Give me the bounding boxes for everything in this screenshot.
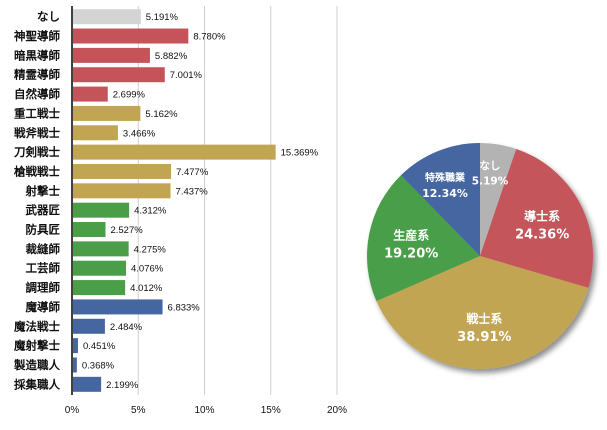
bar (73, 202, 130, 218)
bar (73, 241, 129, 257)
category-label: 射撃士 (25, 184, 61, 198)
value-label: 8.780% (193, 32, 226, 43)
value-label: 0.451% (83, 341, 116, 352)
value-label: 7.477% (176, 167, 209, 178)
pie-slice (366, 175, 480, 302)
x-tick-label: 0% (65, 405, 80, 416)
bar (73, 105, 141, 121)
category-label: 暗黒導師 (14, 48, 60, 62)
category-label: 魔射撃士 (14, 339, 60, 353)
category-label: 工芸師 (26, 261, 61, 275)
category-label: 防具匠 (26, 223, 61, 237)
value-label: 3.466% (123, 128, 156, 139)
category-label: 自然導師 (14, 87, 60, 101)
bar (73, 28, 189, 44)
bar (73, 338, 78, 354)
category-label: 槍戦戦士 (14, 164, 60, 178)
value-label: 4.312% (134, 206, 167, 217)
category-label: 製造職人 (13, 358, 60, 372)
value-label: 6.833% (168, 302, 201, 313)
value-label: 7.437% (176, 186, 209, 197)
category-label: 魔法戦士 (14, 319, 60, 333)
value-label: 5.162% (145, 109, 178, 120)
bar-chart: なし神聖導師暗黒導師精霊導師自然導師重工戦士戦斧戦士刀剣戦士槍戦戦士射撃士武器匠… (13, 6, 347, 416)
category-label: 魔導師 (26, 300, 61, 314)
pie-slice-name: なし (480, 160, 501, 172)
x-tick-label: 15% (261, 405, 281, 416)
bar (73, 318, 105, 334)
bars (73, 9, 276, 392)
pie-slice-percent: 38.91% (457, 330, 511, 345)
bar (73, 376, 102, 392)
value-labels: 5.191% 8.780% 5.882% 7.001% 2.699% 5.162% 3.46… (82, 12, 319, 391)
value-label: 2.199% (106, 380, 139, 391)
value-label: 4.275% (134, 244, 167, 255)
pie-slice-name: 生産系 (393, 228, 429, 243)
category-label: 戦斧戦士 (14, 126, 60, 140)
pie-slice-percent: 12.34% (422, 187, 468, 200)
bar (73, 222, 106, 238)
category-label: 裁縫師 (26, 242, 61, 256)
x-tick-label: 5% (131, 405, 146, 416)
pie-slice-percent: 24.36% (515, 228, 569, 243)
bar (73, 144, 276, 160)
category-labels: なし神聖導師暗黒導師精霊導師自然導師重工戦士戦斧戦士刀剣戦士槍戦戦士射撃士武器匠… (13, 10, 60, 392)
value-label: 2.484% (110, 322, 143, 333)
value-label: 7.001% (170, 70, 203, 81)
bar (73, 86, 108, 102)
value-label: 5.882% (155, 51, 188, 62)
x-axis-ticks: 0% 5% 10% 15% 20% (65, 405, 347, 416)
x-tick-label: 10% (194, 405, 214, 416)
bar (73, 9, 141, 25)
pie-slice-percent: 5.19% (472, 176, 509, 188)
value-label: 4.012% (130, 283, 163, 294)
pie-slice-name: 戦士系 (466, 311, 502, 326)
pie-slice (376, 256, 589, 370)
value-label: 15.369% (281, 148, 319, 159)
bar (73, 47, 150, 63)
pie-slice (480, 143, 517, 256)
value-label: 2.699% (113, 90, 146, 101)
category-label: 武器匠 (26, 203, 61, 217)
pie-slice-name: 特殊職業 (425, 171, 466, 184)
value-label: 2.527% (110, 225, 143, 236)
value-label: 4.076% (131, 264, 164, 275)
bar (73, 67, 165, 83)
category-label: 調理師 (26, 281, 61, 295)
category-label: なし (37, 10, 60, 24)
x-tick-label: 20% (327, 405, 347, 416)
bar (73, 125, 118, 141)
category-label: 精霊導師 (14, 68, 60, 82)
category-label: 刀剣戦士 (14, 145, 60, 159)
bar (73, 183, 171, 199)
grid-lines (137, 6, 338, 395)
pie-slices (366, 143, 594, 370)
value-label: 5.191% (146, 12, 179, 23)
value-label: 0.368% (82, 360, 115, 371)
category-label: 重工戦士 (14, 106, 60, 120)
pie-slice-name: 導士系 (524, 209, 560, 224)
pie-slice-percent: 19.20% (384, 247, 438, 262)
category-label: 採集職人 (14, 377, 60, 391)
pie-labels: なし 5.19% 導士系 24.36% 戦士系 38.91% 生産系 19.20% 特殊職業 12… (384, 160, 569, 345)
bar (73, 260, 127, 276)
bar (73, 280, 126, 296)
bar (73, 299, 163, 315)
pie-slice (400, 143, 480, 256)
bar (73, 357, 77, 373)
bar (73, 163, 172, 179)
pie-slice (480, 148, 594, 288)
category-label: 神聖導師 (14, 29, 60, 43)
pie-chart: なし 5.19% 導士系 24.36% 戦士系 38.91% 生産系 19.20% 特殊職業 12… (366, 143, 594, 370)
